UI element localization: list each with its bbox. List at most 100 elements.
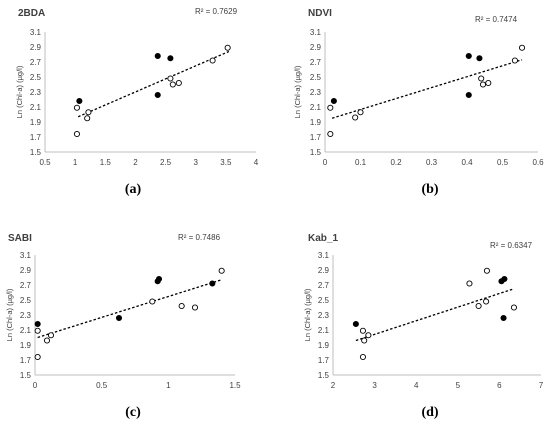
- trendline: [37, 279, 222, 339]
- scatter-panel: 1.5 1.7 1.9 2.1 2.3 2.5 2.7 2.9 3.1 0 0.1 0.2 0.3 0.4…: [293, 8, 544, 197]
- y-tick-label: 2.3: [20, 311, 32, 320]
- data-point-filled: [154, 91, 161, 99]
- y-tick-label: 2.1: [318, 326, 330, 335]
- y-tick-label: 2.9: [310, 43, 322, 52]
- trendline: [331, 59, 523, 119]
- data-point-open: [475, 302, 482, 310]
- data-point-open: [510, 304, 518, 311]
- x-tick-label: 1: [73, 158, 78, 167]
- r-squared-annotation: R² = 0.7486: [178, 233, 221, 242]
- y-axis-label: Ln (Chl-a) (µg/l): [293, 65, 302, 118]
- y-tick-label: 2.7: [318, 281, 330, 290]
- y-tick-label: 3.1: [318, 251, 330, 260]
- x-tick-label: 1.5: [229, 381, 241, 390]
- x-tick-label: 3: [193, 158, 198, 167]
- x-tick-label: 4: [254, 158, 259, 167]
- panel-label: (b): [421, 182, 438, 197]
- data-point-filled: [34, 320, 41, 328]
- trendline: [355, 288, 515, 342]
- data-point-open: [169, 81, 176, 88]
- y-tick-label: 1.9: [20, 341, 32, 350]
- panel-label: (d): [421, 405, 438, 420]
- scatter-panel: 1.5 1.7 1.9 2.1 2.3 2.5 2.7 2.9 3.1 2 3 4 5 6 7 Ln (Chl…: [303, 233, 544, 420]
- data-point-open: [466, 280, 473, 287]
- x-tick-label: 0.3: [426, 158, 438, 167]
- data-point-open: [43, 337, 51, 344]
- y-tick-label: 1.9: [318, 341, 330, 350]
- data-point-open: [359, 327, 367, 334]
- y-tick-label: 2.1: [310, 103, 322, 112]
- y-tick-label: 1.7: [30, 133, 42, 142]
- x-tick-label: 1.5: [100, 158, 112, 167]
- data-point-filled: [500, 314, 507, 322]
- data-point-open: [224, 44, 231, 51]
- r-squared-annotation: R² = 0.6347: [490, 241, 533, 250]
- panel-label: (a): [125, 182, 142, 197]
- data-point-filled: [352, 320, 359, 328]
- data-point-open: [178, 302, 185, 310]
- data-point-open: [327, 130, 334, 138]
- y-tick-label: 3.1: [20, 251, 32, 260]
- data-point-open: [327, 104, 334, 111]
- x-tick-label: 0.2: [390, 158, 402, 167]
- data-point-open: [85, 109, 92, 116]
- data-point-filled: [476, 55, 483, 62]
- y-tick-label: 2.7: [20, 281, 32, 290]
- data-point-open: [365, 332, 372, 339]
- y-tick-label: 2.7: [30, 58, 42, 67]
- x-tick-label: 2: [133, 158, 138, 167]
- y-tick-label: 1.7: [20, 356, 32, 365]
- y-tick-label: 2.9: [30, 43, 42, 52]
- y-tick-label: 2.3: [310, 88, 322, 97]
- data-point-open: [167, 75, 174, 82]
- data-point-filled: [115, 314, 123, 322]
- x-tick-label: 5: [456, 381, 461, 390]
- x-tick-label: 6: [497, 381, 502, 390]
- x-tick-label: 0.5: [96, 381, 108, 390]
- data-point-open: [34, 353, 41, 361]
- y-tick-label: 1.5: [318, 371, 330, 380]
- y-tick-label: 2.1: [30, 103, 42, 112]
- y-tick-label: 1.5: [20, 371, 32, 380]
- y-tick-label: 2.5: [310, 73, 322, 82]
- data-point-filled: [330, 97, 337, 105]
- panel-title: 2BDA: [18, 8, 45, 19]
- data-point-open: [34, 327, 41, 334]
- data-point-filled: [209, 280, 216, 287]
- trendline: [77, 50, 230, 118]
- data-point-filled: [76, 97, 83, 105]
- y-tick-label: 1.7: [310, 133, 322, 142]
- y-axis-label: Ln (Chl-a) (µg/l): [5, 288, 14, 341]
- y-tick-label: 2.3: [318, 311, 330, 320]
- y-tick-label: 1.9: [30, 118, 42, 127]
- x-tick-label: 0: [33, 381, 38, 390]
- y-tick-label: 1.7: [318, 356, 330, 365]
- scatter-panel: 1.5 1.7 1.9 2.1 2.3 2.5 2.7 2.9 3.1 0.5 1 1.5 2 2.5 3 3…: [15, 7, 259, 197]
- data-point-open: [209, 57, 216, 64]
- data-point-open: [485, 79, 492, 87]
- x-tick-label: 3.5: [220, 158, 232, 167]
- scatter-panel: 1.5 1.7 1.9 2.1 2.3 2.5 2.7 2.9 3.1 0 0.5 1 1.5 Ln (C…: [5, 233, 241, 420]
- data-point-open: [479, 81, 487, 88]
- y-tick-label: 2.1: [20, 326, 32, 335]
- y-tick-label: 1.9: [310, 118, 322, 127]
- y-tick-label: 3.1: [30, 28, 42, 37]
- data-point-open: [483, 267, 490, 274]
- data-point-filled: [465, 52, 472, 60]
- data-point-open: [352, 114, 359, 121]
- x-tick-label: 1: [166, 381, 171, 390]
- data-point-open: [511, 57, 518, 64]
- y-tick-label: 2.7: [310, 58, 322, 67]
- r-squared-annotation: R² = 0.7474: [475, 15, 518, 24]
- data-point-open: [518, 44, 526, 51]
- x-tick-label: 2: [331, 381, 336, 390]
- y-tick-label: 2.5: [318, 296, 330, 305]
- x-tick-label: 2.5: [160, 158, 172, 167]
- x-tick-label: 7: [539, 381, 544, 390]
- y-tick-label: 2.3: [30, 88, 42, 97]
- y-axis-label: Ln (Chl-a) (µg/l): [303, 288, 312, 341]
- data-point-open: [47, 332, 55, 339]
- data-point-filled: [154, 52, 161, 60]
- data-point-open: [191, 304, 199, 311]
